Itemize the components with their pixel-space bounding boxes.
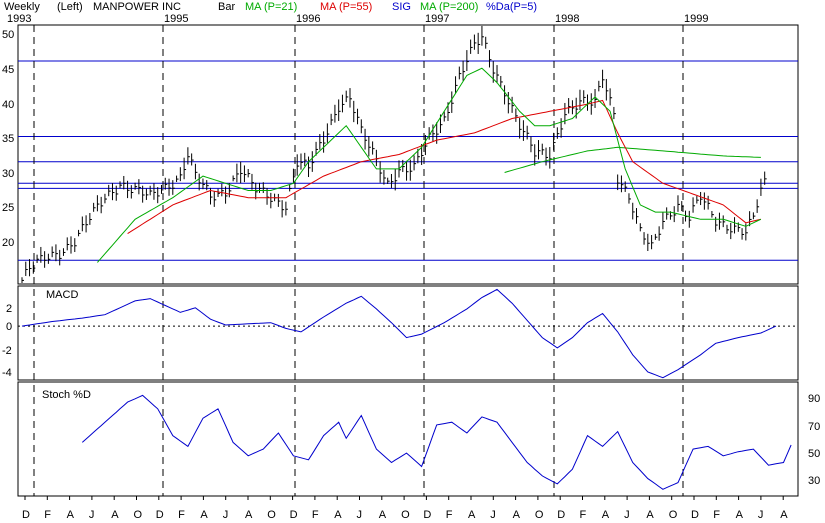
month-label: F xyxy=(713,509,720,521)
stoch-title: Stoch %D xyxy=(42,389,91,401)
price-y-tick: 25 xyxy=(2,202,14,214)
price-y-tick: 30 xyxy=(2,168,14,180)
year-divider-lines xyxy=(33,25,684,496)
macd-y-ticks: 2 0 -2 -4 xyxy=(2,303,12,379)
month-label: J xyxy=(758,509,764,521)
stoch-y-tick: 50 xyxy=(808,448,820,460)
month-label: A xyxy=(602,509,610,521)
price-y-tick: 50 xyxy=(2,29,14,41)
month-label: J xyxy=(624,509,630,521)
stoch-line xyxy=(81,394,792,490)
ma200-label: MA (P=200) xyxy=(420,1,478,13)
da-label: %Da(P=5) xyxy=(486,1,537,13)
price-y-ticks: 50 45 40 35 30 25 20 xyxy=(2,29,14,249)
month-label: A xyxy=(200,509,208,521)
price-y-tick: 20 xyxy=(2,237,14,249)
month-label: D xyxy=(22,509,30,521)
macd-series xyxy=(21,288,777,379)
stoch-y-tick: 90 xyxy=(808,393,820,405)
moving-average-lines xyxy=(97,67,762,263)
month-label: O xyxy=(401,509,410,521)
price-panel-frame xyxy=(17,24,799,285)
month-label: D xyxy=(691,509,699,521)
stoch-y-tick: 30 xyxy=(808,475,820,487)
bar-label: Bar xyxy=(218,1,235,13)
month-label: A xyxy=(245,509,253,521)
year-labels: 1993 1995 1996 1997 1998 1999 xyxy=(7,13,708,25)
ma55-label: MA (P=55) xyxy=(320,1,372,13)
month-label: F xyxy=(312,509,319,521)
stoch-panel-frame xyxy=(17,381,799,497)
ma200-line xyxy=(504,146,761,173)
ticker-label: MANPOWER INC xyxy=(93,1,181,13)
month-label: A xyxy=(379,509,387,521)
month-label: D xyxy=(156,509,164,521)
year-label: 1998 xyxy=(555,13,579,25)
month-label: F xyxy=(580,509,587,521)
stoch-series xyxy=(81,394,792,490)
year-label: 1995 xyxy=(164,13,188,25)
period-label: Weekly xyxy=(4,1,40,13)
macd-y-tick: 0 xyxy=(6,321,12,333)
macd-y-tick: -2 xyxy=(2,345,12,357)
sig-label: SIG xyxy=(392,1,411,13)
year-label: 1997 xyxy=(425,13,449,25)
macd-y-tick: -4 xyxy=(2,367,12,379)
year-label: 1993 xyxy=(7,13,31,25)
month-label: D xyxy=(423,509,431,521)
month-label: O xyxy=(267,509,276,521)
price-y-tick: 35 xyxy=(2,133,14,145)
month-label: A xyxy=(111,509,119,521)
macd-panel-frame xyxy=(17,285,799,381)
month-label: J xyxy=(223,509,229,521)
month-label: F xyxy=(44,509,51,521)
month-label: O xyxy=(134,509,143,521)
month-label: F xyxy=(446,509,453,521)
month-label: A xyxy=(67,509,75,521)
stoch-y-ticks: 90 70 50 30 xyxy=(808,393,820,487)
month-label: O xyxy=(535,509,544,521)
month-label: A xyxy=(334,509,342,521)
month-label: F xyxy=(178,509,185,521)
macd-y-tick: 2 xyxy=(6,303,12,315)
month-label: A xyxy=(468,509,476,521)
axis-side-label: (Left) xyxy=(57,1,83,13)
macd-title: MACD xyxy=(46,289,78,301)
month-label: J xyxy=(490,509,496,521)
month-label: A xyxy=(780,509,788,521)
month-label: O xyxy=(669,509,678,521)
stoch-y-tick: 70 xyxy=(808,421,820,433)
year-label: 1996 xyxy=(296,13,320,25)
price-y-tick: 40 xyxy=(2,99,14,111)
horizontal-reference-lines xyxy=(18,60,798,327)
macd-line xyxy=(21,288,777,379)
month-label: A xyxy=(646,509,654,521)
month-label: J xyxy=(89,509,95,521)
ma55-line xyxy=(127,99,762,235)
year-label: 1999 xyxy=(684,13,708,25)
month-label: J xyxy=(357,509,363,521)
month-label: A xyxy=(513,509,521,521)
ma21-label: MA (P=21) xyxy=(245,1,297,13)
ma21-line xyxy=(97,67,762,263)
month-label: D xyxy=(557,509,565,521)
month-label: A xyxy=(736,509,744,521)
price-y-tick: 45 xyxy=(2,64,14,76)
month-label: D xyxy=(290,509,298,521)
